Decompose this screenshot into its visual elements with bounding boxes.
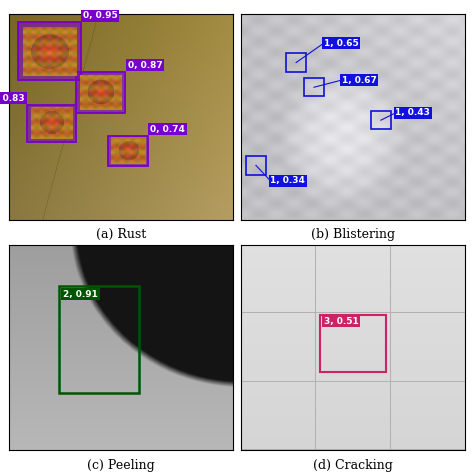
Text: 1, 0.43: 1, 0.43	[395, 109, 430, 118]
Bar	[76, 72, 126, 113]
Text: (b) Blistering: (b) Blistering	[311, 228, 395, 241]
Bar	[76, 72, 126, 113]
Bar	[286, 53, 306, 72]
Bar	[108, 136, 148, 166]
Text: (d) Cracking: (d) Cracking	[313, 458, 393, 472]
Bar	[108, 136, 148, 166]
Text: 2, 0.91: 2, 0.91	[63, 290, 98, 299]
Text: 1, 0.65: 1, 0.65	[324, 38, 359, 47]
Text: 0, 0.95: 0, 0.95	[83, 11, 118, 20]
Bar	[371, 111, 391, 129]
Bar	[304, 78, 324, 97]
Bar	[319, 315, 386, 372]
Bar	[18, 22, 81, 80]
Bar	[27, 105, 76, 142]
Bar	[246, 156, 266, 174]
Text: (c) Peeling: (c) Peeling	[87, 458, 155, 472]
Text: 0, 0.87: 0, 0.87	[128, 61, 163, 70]
Text: 1, 0.67: 1, 0.67	[342, 75, 377, 84]
Bar	[59, 286, 139, 392]
Bar	[27, 105, 76, 142]
Text: 3, 0.51: 3, 0.51	[324, 317, 359, 326]
Text: 0, 0.74: 0, 0.74	[150, 125, 185, 134]
Bar	[18, 22, 81, 80]
Text: 0, 0.83: 0, 0.83	[0, 94, 25, 103]
Text: (a) Rust: (a) Rust	[96, 228, 146, 241]
Text: 1, 0.34: 1, 0.34	[271, 176, 305, 185]
